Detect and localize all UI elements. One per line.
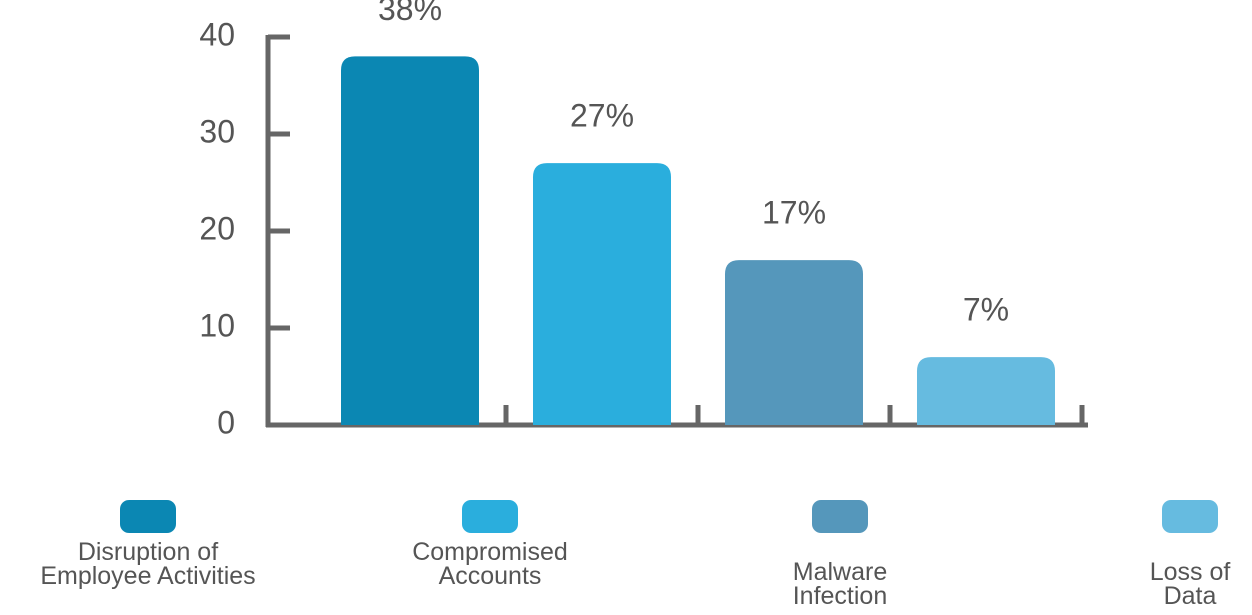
legend-label: Disruption of Employee Activities	[40, 538, 256, 590]
bar	[533, 163, 671, 425]
legend-label: Compromised Accounts	[412, 538, 568, 590]
legend-swatch	[1162, 500, 1218, 533]
legend-swatch	[812, 500, 868, 533]
y-tick-label: 10	[199, 307, 235, 343]
bar	[725, 260, 863, 425]
y-tick-label: 40	[199, 16, 235, 52]
value-label: 27%	[570, 98, 634, 134]
y-tick-label: 0	[217, 404, 235, 440]
y-tick-label: 20	[199, 210, 235, 246]
legend-swatch	[462, 500, 518, 533]
bar	[917, 357, 1055, 425]
value-label: 7%	[963, 292, 1009, 328]
legend-label: Loss of Data	[1149, 558, 1231, 610]
value-label: 17%	[762, 195, 826, 231]
value-label: 38%	[378, 0, 442, 27]
legend-swatch	[120, 500, 176, 533]
bar	[341, 56, 479, 426]
y-tick-label: 30	[199, 113, 235, 149]
legend-label: Malware Infection	[792, 558, 888, 610]
